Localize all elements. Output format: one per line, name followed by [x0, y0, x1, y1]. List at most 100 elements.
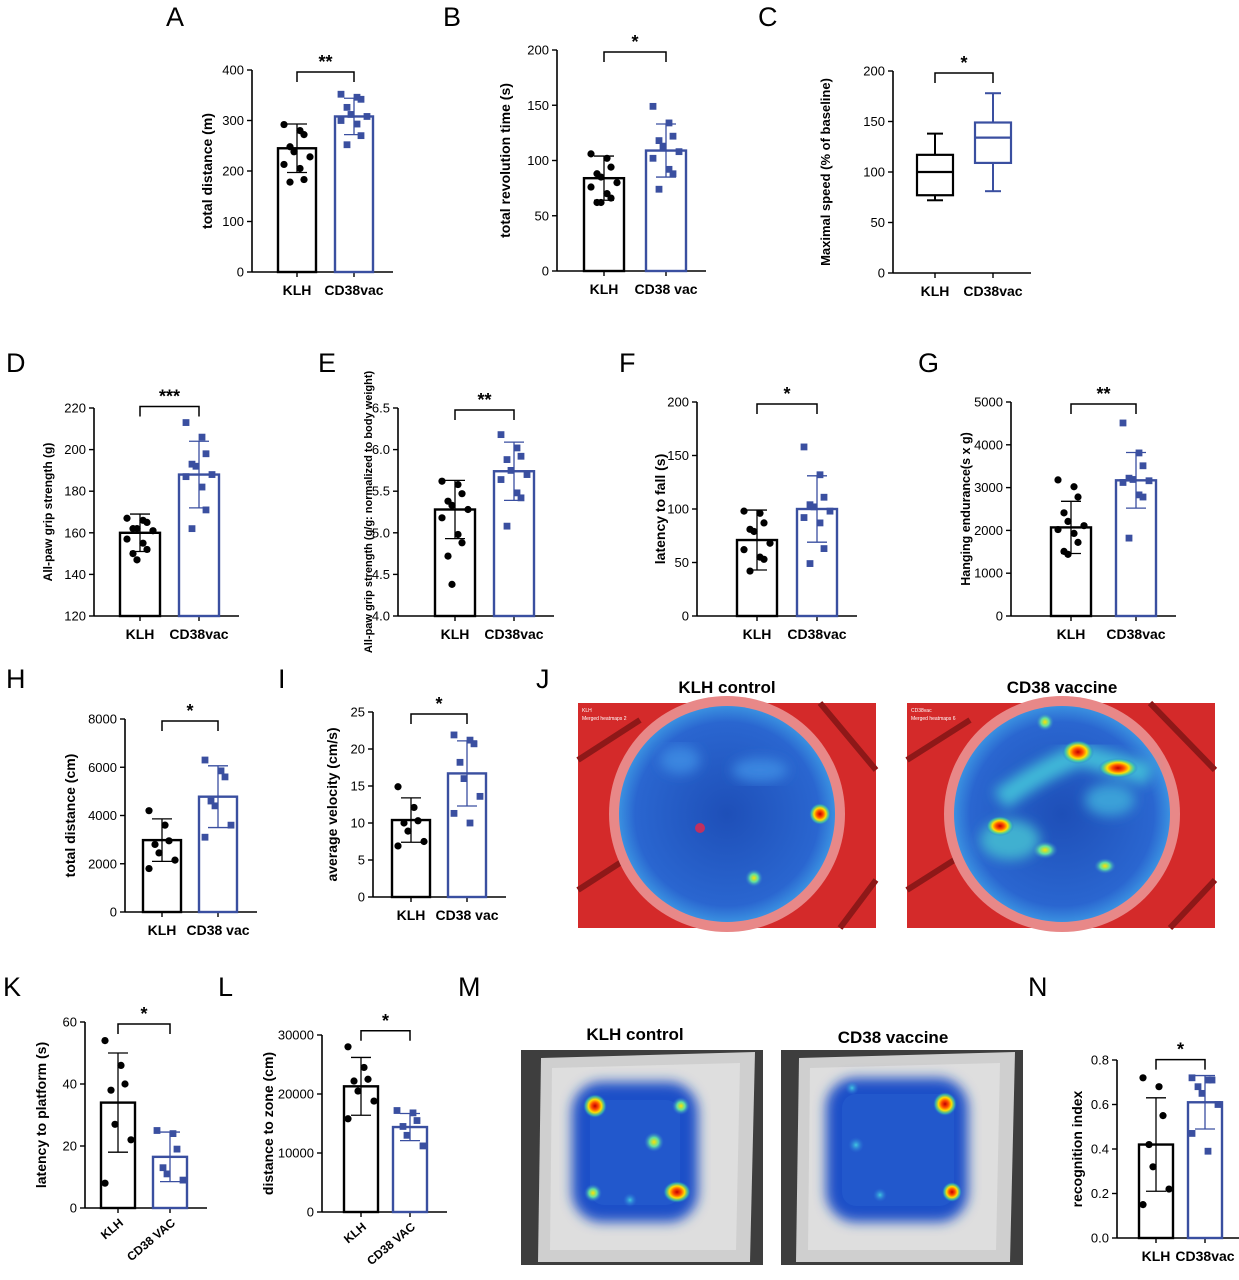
significance-label: *: [631, 32, 638, 52]
data-point: [280, 160, 288, 169]
x-category-label: CD38 vac: [634, 281, 697, 297]
heat-region-inner: [590, 1100, 680, 1205]
data-point: [1198, 1089, 1206, 1097]
data-point: [816, 471, 824, 479]
significance-label: **: [477, 390, 491, 410]
data-point: [286, 143, 294, 151]
hotspot: [695, 823, 705, 833]
data-point: [354, 1087, 362, 1095]
y-tick-label: 5000: [974, 395, 1003, 410]
data-point: [669, 132, 677, 140]
data-point: [438, 514, 446, 522]
data-point: [1135, 449, 1143, 457]
data-point: [201, 756, 209, 764]
y-tick-label: 5.5: [372, 484, 390, 499]
data-point: [503, 456, 511, 463]
y-tick-label: 160: [64, 525, 86, 540]
heatmap-subtitle: Merged heatmaps 6: [911, 716, 956, 722]
data-point: [201, 833, 209, 841]
panel-letter-b: B: [443, 2, 461, 32]
data-point: [1054, 525, 1062, 534]
hotspot: [623, 1193, 637, 1207]
heatmap-m-left: [521, 1050, 763, 1265]
data-point: [111, 1120, 119, 1128]
data-point: [1208, 1076, 1216, 1084]
y-tick-label: 5: [358, 853, 365, 868]
hotspot: [663, 1181, 691, 1203]
chart-panel-g: 0 1000 2000 3000 4000 5000 Hanging endurance(s…: [959, 384, 1176, 642]
heat-blob: [1085, 784, 1135, 816]
data-point: [466, 736, 474, 744]
y-tick-label: 0: [682, 609, 689, 624]
data-point: [127, 1136, 135, 1144]
data-point: [740, 507, 748, 515]
data-point: [1155, 1083, 1163, 1091]
y-tick-label: 50: [535, 208, 549, 223]
data-point: [337, 90, 345, 98]
data-point: [1135, 491, 1143, 499]
data-point: [182, 419, 190, 426]
y-axis-label: distance to zone (cm): [260, 1052, 276, 1195]
x-category-label: CD38vac: [484, 626, 543, 642]
data-point: [517, 452, 525, 460]
x-category-label: KLH: [148, 922, 177, 938]
y-tick-label: 4.5: [372, 567, 390, 582]
x-category-label: KLH: [126, 626, 155, 642]
y-tick-label: 0: [878, 266, 885, 281]
y-tick-label: 0.2: [1091, 1186, 1109, 1201]
significance-label: *: [783, 384, 790, 404]
y-axis-label: Maximal speed (% of baseline): [818, 78, 833, 266]
significance-bracket: [117, 1023, 171, 1034]
data-point: [597, 173, 605, 181]
data-point: [192, 462, 200, 470]
data-point: [163, 1170, 171, 1178]
hotspot: [583, 1094, 607, 1118]
data-point: [1125, 474, 1133, 482]
panel-letter-n: N: [1028, 972, 1048, 1002]
data-point: [746, 567, 754, 575]
panel-m-heatmaps: KLH control CD38 vaccine: [521, 1025, 1023, 1265]
data-point: [760, 519, 768, 527]
data-point: [169, 1130, 177, 1137]
data-point: [121, 1080, 129, 1088]
data-point: [665, 165, 673, 173]
data-point: [153, 1127, 161, 1134]
data-point: [353, 93, 361, 101]
data-point: [107, 1086, 115, 1094]
panel-letter-a: A: [166, 2, 184, 32]
data-point: [363, 113, 371, 120]
data-point: [448, 580, 456, 588]
data-point: [1060, 509, 1068, 517]
data-point: [145, 864, 153, 873]
data-point: [129, 550, 137, 558]
hotspot: [1098, 758, 1138, 778]
hotspot: [1032, 841, 1058, 859]
y-tick-label: 0.0: [1091, 1231, 1109, 1246]
data-point: [149, 527, 157, 535]
data-point: [101, 1179, 109, 1187]
data-point: [756, 509, 764, 517]
data-point: [337, 117, 345, 124]
panel-j-heatmaps: KLH control CD38 vaccine KLH Merged heat…: [576, 678, 1218, 932]
data-point: [587, 183, 595, 191]
significance-label: *: [140, 1004, 147, 1024]
heatmap-j-right: CD38vac Merged heatmaps 6: [905, 696, 1218, 932]
y-tick-label: 400: [222, 63, 244, 78]
data-point: [202, 450, 210, 458]
data-point: [820, 493, 828, 501]
data-point: [597, 198, 605, 207]
data-point: [513, 489, 521, 497]
data-point: [649, 154, 657, 162]
data-point: [507, 467, 515, 474]
data-point: [464, 505, 472, 514]
y-tick-label: 4000: [974, 437, 1003, 452]
y-tick-label: 100: [667, 502, 689, 517]
y-tick-label: 100: [863, 165, 885, 180]
y-tick-label: 2000: [974, 523, 1003, 538]
x-category-label: CD38vac: [169, 626, 228, 642]
panel-letter-h: H: [6, 664, 26, 694]
data-point: [353, 120, 361, 128]
data-point: [211, 802, 219, 810]
